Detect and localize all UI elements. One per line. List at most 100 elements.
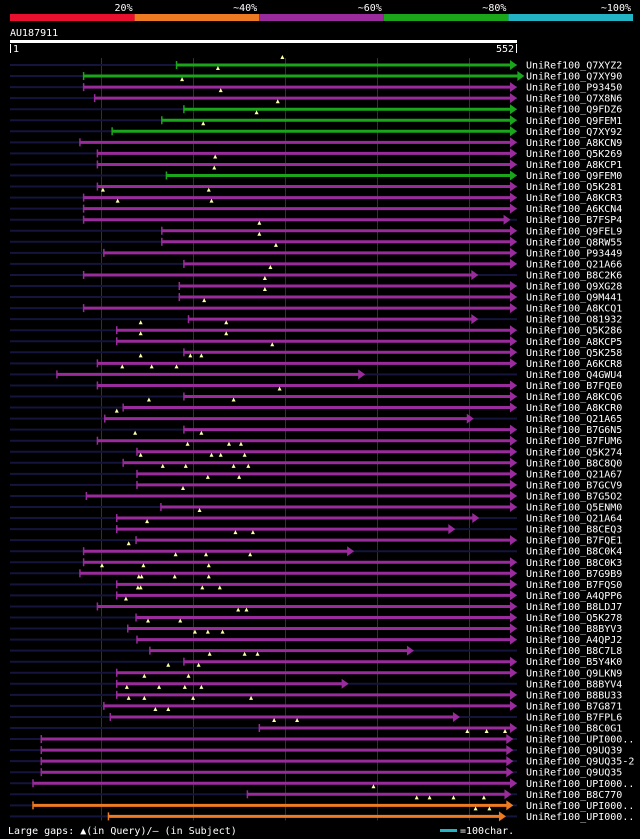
identity-legend-label: ~60%	[358, 3, 382, 14]
hit-label[interactable]: UniRef100_Q5K269	[526, 149, 622, 160]
hit-arrow	[510, 700, 517, 711]
query-gap-marker	[242, 651, 247, 656]
hit-label[interactable]: UniRef100_A6KCR8	[526, 359, 622, 370]
hit-label[interactable]: UniRef100_O81932	[526, 315, 622, 326]
hit-label[interactable]: UniRef100_Q9UQ35	[526, 768, 622, 779]
hit-label[interactable]: UniRef100_Q7XY90	[526, 72, 622, 83]
query-gap-marker	[199, 353, 204, 358]
query-gap-marker	[186, 673, 191, 678]
hit-label[interactable]: UniRef100_B7G871	[526, 701, 622, 712]
hit-label[interactable]: UniRef100_UPI000..	[526, 779, 634, 790]
query-gap-marker	[257, 231, 262, 236]
query-gap-marker	[231, 463, 236, 468]
query-gap-marker	[199, 430, 204, 435]
hit-label[interactable]: UniRef100_B8C0K3	[526, 558, 622, 569]
hit-label[interactable]: UniRef100_B7FQS0	[526, 580, 622, 591]
hit-label[interactable]: UniRef100_Q7X8N6	[526, 94, 622, 105]
hit-label[interactable]: UniRef100_Q5K258	[526, 348, 622, 359]
hit-label[interactable]: UniRef100_UPI000..	[526, 735, 634, 746]
hit-label[interactable]: UniRef100_B7GCV9	[526, 480, 622, 491]
hit-label[interactable]: UniRef100_B7G9B9	[526, 569, 622, 580]
hit-label[interactable]: UniRef100_UPI000..	[526, 801, 634, 812]
hit-label[interactable]: UniRef100_B8BYV3	[526, 624, 622, 635]
hit-label[interactable]: UniRef100_Q9UQ35-2	[526, 757, 634, 768]
hit-label[interactable]: UniRef100_Q21A64	[526, 514, 622, 525]
hit-label[interactable]: UniRef100_A4QPP6	[526, 591, 622, 602]
hit-arrow	[510, 623, 517, 634]
query-gap-marker	[205, 474, 210, 479]
hit-arrow	[510, 490, 517, 501]
query-gap-marker	[414, 795, 419, 800]
hit-label[interactable]: UniRef100_Q21A65	[526, 414, 622, 425]
hit-label[interactable]: UniRef100_Q9UQ39	[526, 746, 622, 757]
hit-label[interactable]: UniRef100_A8KCQ1	[526, 304, 622, 315]
hit-label[interactable]: UniRef100_Q7XYZ2	[526, 61, 622, 72]
hit-label[interactable]: UniRef100_B8C0K4	[526, 547, 622, 558]
hit-label[interactable]: UniRef100_Q5K274	[526, 447, 622, 458]
query-gap-marker	[254, 110, 259, 115]
hit-label[interactable]: UniRef100_A8KCR3	[526, 193, 622, 204]
hit-label[interactable]: UniRef100_Q5ENM0	[526, 503, 622, 514]
hit-label[interactable]: UniRef100_B7FPL6	[526, 712, 622, 723]
hit-arrow	[510, 568, 517, 579]
hit-label[interactable]: UniRef100_B8LDJ7	[526, 602, 622, 613]
hit-label[interactable]: UniRef100_P93449	[526, 248, 622, 259]
hit-label[interactable]: UniRef100_P93450	[526, 83, 622, 94]
hit-label[interactable]: UniRef100_Q21A66	[526, 259, 622, 270]
hit-label[interactable]: UniRef100_B8C0G1	[526, 724, 622, 735]
hit-label[interactable]: UniRef100_Q9M441	[526, 293, 622, 304]
query-gap-marker	[174, 364, 179, 369]
hit-label[interactable]: UniRef100_Q9XG28	[526, 282, 622, 293]
query-gap-marker	[280, 55, 285, 59]
hit-label[interactable]: UniRef100_B7FSP4	[526, 215, 622, 226]
query-gap-marker	[201, 121, 206, 126]
hit-label[interactable]: UniRef100_Q5K278	[526, 613, 622, 624]
hit-label[interactable]: UniRef100_B7FUM6	[526, 436, 622, 447]
query-gap-marker	[138, 353, 143, 358]
hit-label[interactable]: UniRef100_B8BYV4	[526, 679, 622, 690]
hit-label[interactable]: UniRef100_Q8RW55	[526, 237, 622, 248]
query-gap-marker	[246, 463, 251, 468]
hit-label[interactable]: UniRef100_B8C2K6	[526, 270, 622, 281]
hit-label[interactable]: UniRef100_Q9LKN9	[526, 668, 622, 679]
hit-label[interactable]: UniRef100_Q9FEM1	[526, 116, 622, 127]
query-gap-marker	[196, 662, 201, 667]
hit-arrow	[510, 402, 517, 413]
query-gap-marker	[242, 452, 247, 457]
hit-label[interactable]: UniRef100_A8KCP5	[526, 337, 622, 348]
hit-label[interactable]: UniRef100_Q5K286	[526, 326, 622, 337]
query-length-bar	[10, 40, 517, 43]
hit-label[interactable]: UniRef100_A8KCN9	[526, 138, 622, 149]
hit-label[interactable]: UniRef100_A8KCR0	[526, 403, 622, 414]
hit-label[interactable]: UniRef100_A6KCN4	[526, 204, 622, 215]
hit-label[interactable]: UniRef100_B8C770	[526, 790, 622, 801]
hit-label[interactable]: UniRef100_B7FQE1	[526, 536, 622, 547]
hit-arrow	[510, 137, 517, 148]
query-gap-marker	[231, 397, 236, 402]
hit-label[interactable]: UniRef100_A8KCP1	[526, 160, 622, 171]
hit-label[interactable]: UniRef100_B8BU33	[526, 690, 622, 701]
hit-label[interactable]: UniRef100_UPI000..	[526, 812, 634, 823]
hit-label[interactable]: UniRef100_B7G5O2	[526, 491, 622, 502]
hit-label[interactable]: UniRef100_B5Y4K0	[526, 657, 622, 668]
hit-label[interactable]: UniRef100_B7FQE0	[526, 381, 622, 392]
query-gap-marker	[114, 408, 119, 413]
hit-label[interactable]: UniRef100_Q5K281	[526, 182, 622, 193]
hit-label[interactable]: UniRef100_B8C8Q0	[526, 458, 622, 469]
hit-label[interactable]: UniRef100_Q7XY92	[526, 127, 622, 138]
hit-label[interactable]: UniRef100_Q9FDZ6	[526, 105, 622, 116]
query-gap-marker	[270, 342, 275, 347]
query-gap-marker	[218, 88, 223, 93]
hit-label[interactable]: UniRef100_A8KCQ6	[526, 392, 622, 403]
hit-label[interactable]: UniRef100_Q21A67	[526, 469, 622, 480]
hit-label[interactable]: UniRef100_Q9FEM0	[526, 171, 622, 182]
hit-label[interactable]: UniRef100_A4QPJ2	[526, 635, 622, 646]
hit-arrow	[510, 634, 517, 645]
query-gap-marker	[226, 441, 231, 446]
hit-label[interactable]: UniRef100_Q9FEL9	[526, 226, 622, 237]
hit-label[interactable]: UniRef100_B8C7L8	[526, 646, 622, 657]
hit-label[interactable]: UniRef100_Q4GWU4	[526, 370, 622, 381]
hit-label[interactable]: UniRef100_B8CEQ3	[526, 525, 622, 536]
hit-label[interactable]: UniRef100_B7G6N5	[526, 425, 622, 436]
hit-arrow	[510, 325, 517, 336]
